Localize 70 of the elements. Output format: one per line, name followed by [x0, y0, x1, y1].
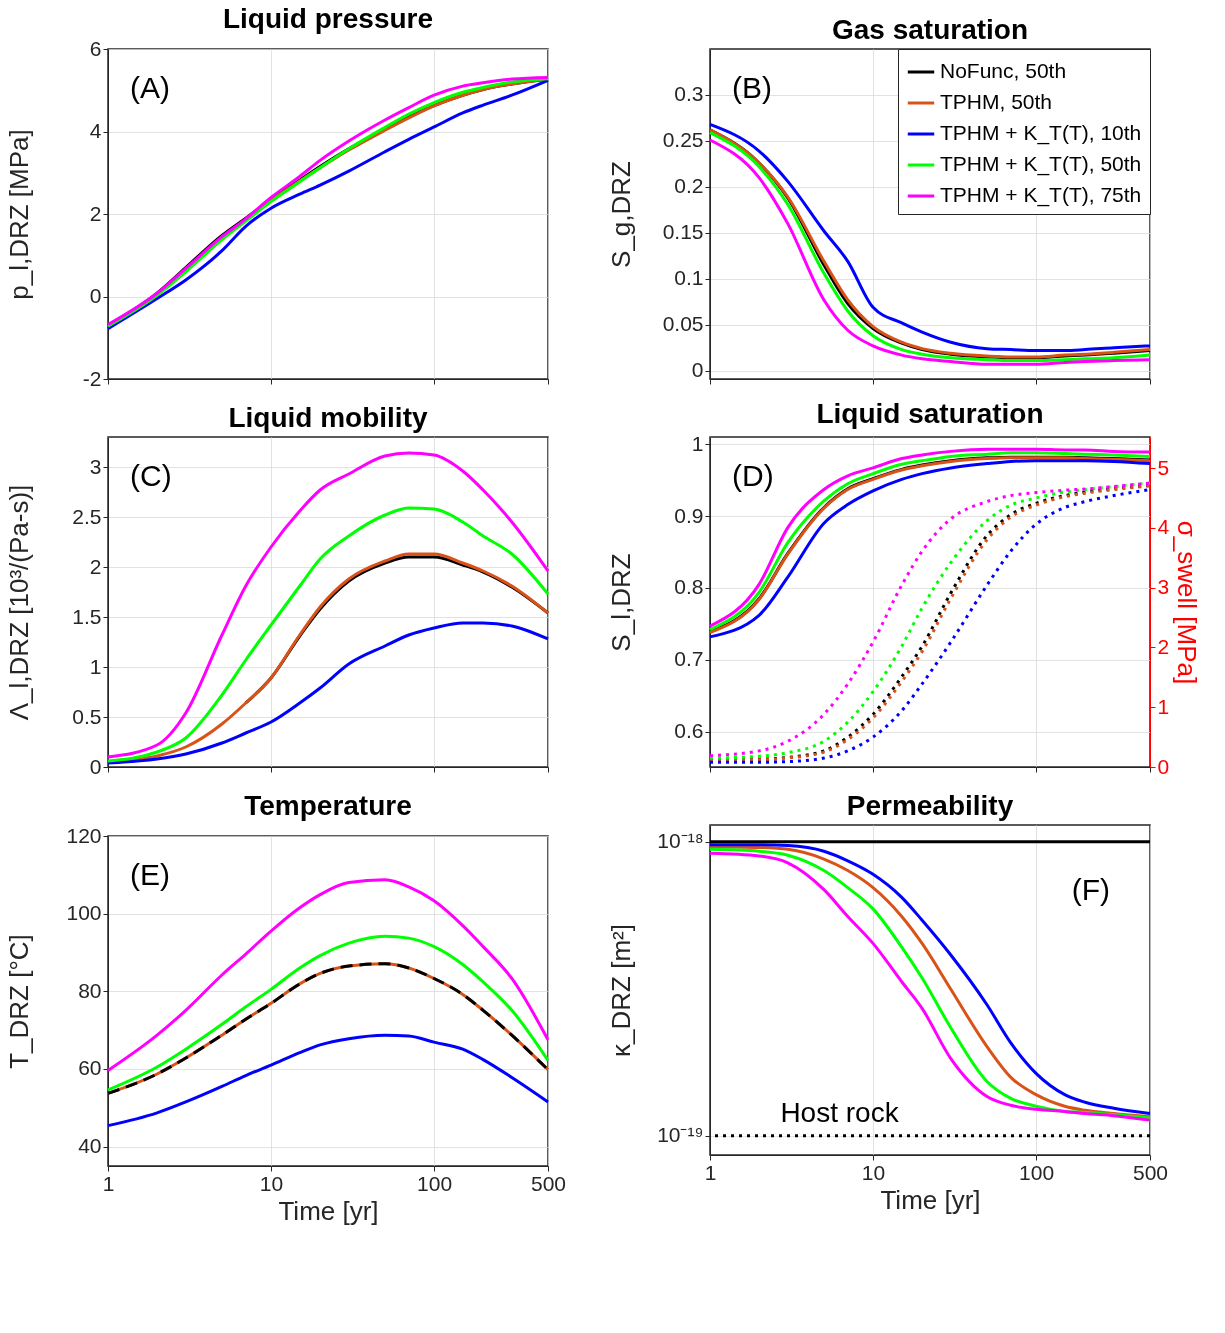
y-tick-label: 1 [691, 431, 704, 455]
legend-label: TPHM + K_T(T), 75th [940, 183, 1142, 207]
y-tick-label: 0 [691, 358, 704, 382]
y-tick-label: 0.05 [662, 312, 704, 336]
y-tick-label: 0.15 [662, 220, 704, 244]
x-tick-label: 10 [861, 1160, 886, 1184]
y-tick-label: 1.5 [72, 604, 102, 628]
y-tick-label: 2 [89, 201, 102, 225]
y2-tick-label: 0 [1157, 754, 1170, 778]
y-tick-label: 0.5 [72, 704, 102, 728]
y-tick-label: 4 [89, 119, 102, 142]
x-tick-label: 100 [1019, 1160, 1055, 1184]
annotation: (E) [130, 858, 170, 891]
legend-label: TPHM + K_T(T), 50th [940, 152, 1142, 176]
legend-label: NoFunc, 50th [940, 59, 1067, 82]
y-tick-label: 60 [78, 1056, 102, 1080]
y-tick-label: 80 [78, 978, 102, 1002]
x-tick-label: 500 [530, 1171, 567, 1195]
annotation: (C) [130, 459, 172, 492]
y-tick-label: 0.9 [674, 503, 704, 527]
y-axis-title: S_g,DRZ [605, 160, 636, 268]
y-tick-label: 0.6 [674, 719, 704, 743]
y-tick-label: 3 [89, 454, 102, 478]
y-tick-label: 40 [78, 1134, 102, 1158]
x-tick-label: 10 [259, 1171, 284, 1195]
legend-label: TPHM + K_T(T), 10th [940, 121, 1142, 145]
y-tick-label: 120 [66, 823, 102, 847]
y2-tick-label: 2 [1157, 634, 1170, 658]
chart-title: Permeability [846, 790, 1014, 821]
chart-title: Liquid mobility [228, 402, 428, 433]
y-tick-label: 0.2 [674, 174, 704, 198]
y-tick-label: 0.3 [674, 82, 704, 106]
y-axis-title: κ_DRZ [m²] [605, 924, 636, 1057]
y2-tick-label: 1 [1157, 694, 1170, 718]
y2-axis-title: σ_swell [MPa] [1172, 520, 1203, 685]
y2-tick-label: 4 [1157, 515, 1170, 539]
chart-title: Liquid saturation [816, 398, 1044, 430]
y2-tick-label: 5 [1157, 455, 1170, 479]
y-tick-label: 10⁻¹⁸ [657, 829, 704, 853]
x-tick-label: 500 [1132, 1160, 1169, 1184]
y-axis-title: p_l,DRZ [MPa] [3, 129, 34, 300]
y-tick-label: 1 [89, 654, 102, 678]
x-axis-title: Time [yr] [880, 1184, 981, 1215]
y-tick-label: -2 [82, 366, 102, 390]
x-axis-title: Time [yr] [278, 1195, 379, 1226]
y-axis-title: S_l,DRZ [605, 553, 636, 652]
chart-title: Temperature [244, 790, 412, 821]
y-axis-title: T_DRZ [°C] [3, 934, 34, 1069]
y-tick-label: 0.25 [662, 128, 704, 152]
y-tick-label: 2.5 [72, 504, 102, 528]
annotation: (D) [732, 459, 774, 492]
y-tick-label: 0.7 [674, 647, 704, 671]
chart-title: Liquid pressure [222, 3, 434, 34]
annotation: (F) [1071, 873, 1110, 906]
y-tick-label: 2 [89, 554, 102, 578]
y-tick-label: 0 [89, 754, 102, 778]
x-tick-label: 100 [417, 1171, 453, 1195]
chart-title: Gas saturation [831, 13, 1029, 45]
annotation: (A) [130, 71, 170, 104]
y-axis-title: Λ_l,DRZ [10³/(Pa-s)] [3, 484, 34, 721]
legend-label: TPHM, 50th [940, 90, 1053, 113]
annotation: (B) [732, 71, 772, 104]
y2-tick-label: 3 [1157, 575, 1170, 599]
y-tick-label: 0 [89, 284, 102, 307]
y-tick-label: 6 [89, 36, 102, 60]
y-tick-label: 10⁻¹⁹ [657, 1123, 704, 1147]
y-tick-label: 0.8 [674, 575, 704, 599]
ref-line-label: Host rock [780, 1096, 900, 1128]
y-tick-label: 0.1 [674, 266, 704, 290]
y-tick-label: 100 [66, 901, 102, 925]
